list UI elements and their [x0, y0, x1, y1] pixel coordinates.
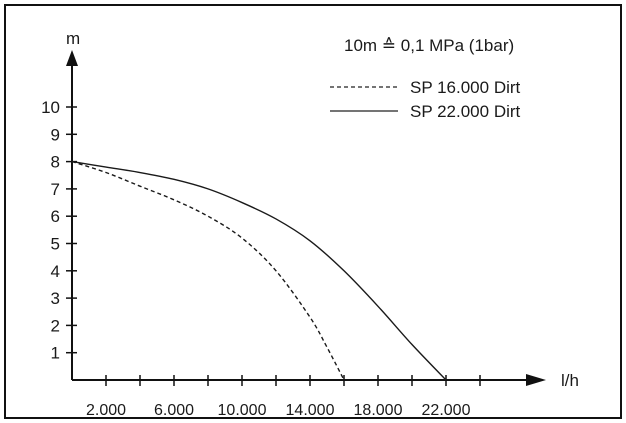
series-line-sp-16000-dirt	[71, 160, 345, 381]
x-axis-label: l/h	[561, 371, 579, 390]
series-line-sp-22000-dirt	[71, 160, 447, 381]
y-tick-label: 6	[51, 207, 60, 226]
legend: SP 16.000 Dirt SP 22.000 Dirt	[330, 78, 521, 121]
y-tick-label: 3	[51, 289, 60, 308]
legend-label-sp-16000: SP 16.000 Dirt	[410, 78, 521, 97]
y-tick-label: 7	[51, 180, 60, 199]
y-tick-label: 5	[51, 235, 60, 254]
x-axis-arrow	[526, 374, 546, 386]
y-tick-label: 1	[51, 344, 60, 363]
x-tick-label: 22.000	[422, 402, 471, 419]
x-tick-label: 6.000	[154, 402, 194, 419]
chart-border	[4, 4, 622, 419]
y-tick-label: 10	[41, 98, 60, 117]
y-axis-arrow	[66, 50, 78, 66]
legend-label-sp-22000: SP 22.000 Dirt	[410, 102, 521, 121]
x-tick-label: 10.000	[218, 402, 267, 419]
y-tick-label: 9	[51, 125, 60, 144]
y-ticks: 1 2 3 4 5 6 7 8 9 10	[41, 98, 77, 363]
y-axis-label: m	[66, 29, 80, 48]
y-tick-label: 8	[51, 153, 60, 172]
y-tick-label: 4	[51, 262, 60, 281]
x-tick-label: 2.000	[86, 402, 126, 419]
series-layer	[71, 160, 447, 381]
y-tick-label: 2	[51, 316, 60, 335]
pressure-note: 10m ≙ 0,1 MPa (1bar)	[344, 36, 514, 55]
x-ticks: 2.000 6.000 10.000 14.000 18.000 22.000	[86, 375, 481, 419]
x-tick-label: 14.000	[286, 402, 335, 419]
x-tick-label: 18.000	[354, 402, 403, 419]
